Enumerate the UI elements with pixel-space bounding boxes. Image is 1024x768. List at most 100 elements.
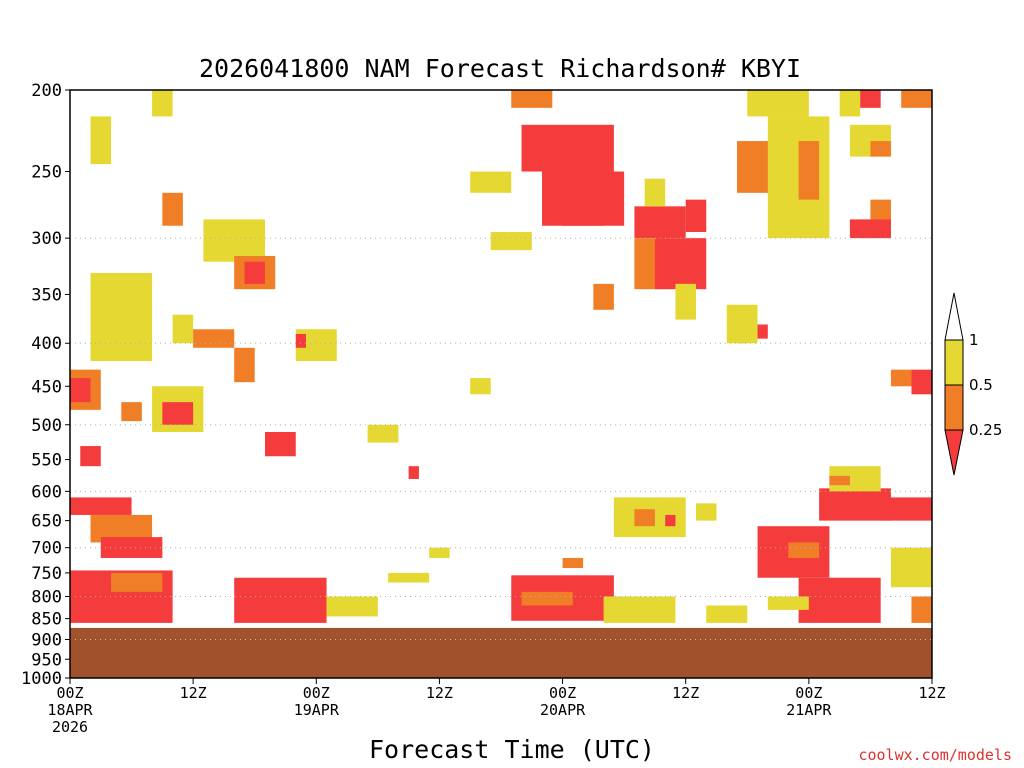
y-tick-label: 300 bbox=[31, 229, 62, 249]
ri-cell-high bbox=[90, 116, 112, 165]
y-tick-label: 550 bbox=[31, 451, 62, 471]
ri-cell-low bbox=[234, 577, 327, 623]
x-tick-label: 20APR bbox=[540, 701, 586, 719]
ri-cell-mid bbox=[829, 475, 850, 486]
ri-cell-mid bbox=[193, 329, 235, 348]
y-tick-label: 750 bbox=[31, 564, 62, 584]
ri-cell-high bbox=[675, 283, 696, 320]
x-tick-label: 00Z bbox=[56, 684, 83, 702]
ri-cell-mid bbox=[788, 542, 820, 558]
legend-swatch-low bbox=[944, 429, 964, 476]
ri-cell-mid bbox=[870, 199, 891, 226]
ri-cell-low bbox=[162, 402, 194, 425]
y-tick-label: 950 bbox=[31, 650, 62, 670]
ri-cell-low bbox=[685, 199, 707, 232]
ri-cell-mid bbox=[111, 572, 163, 592]
y-tick-label: 650 bbox=[31, 512, 62, 532]
ri-cell-high bbox=[203, 219, 265, 262]
y-tick-label: 1000 bbox=[21, 669, 62, 689]
y-tick-label: 350 bbox=[31, 285, 62, 305]
ground-layer bbox=[70, 627, 932, 678]
x-tick-label: 00Z bbox=[795, 684, 822, 702]
ri-cell-high bbox=[152, 90, 173, 117]
ri-cell-mid bbox=[162, 192, 183, 226]
x-tick-label: 00Z bbox=[549, 684, 576, 702]
y-tick-label: 900 bbox=[31, 631, 62, 651]
ri-cell-low bbox=[798, 577, 881, 623]
chart-title: 2026041800 NAM Forecast Richardson# KBYI bbox=[199, 54, 801, 83]
ri-cell-high bbox=[726, 304, 758, 344]
ri-cell-high bbox=[644, 178, 666, 207]
ri-cell-low bbox=[244, 261, 265, 284]
ri-cell-low bbox=[880, 497, 932, 521]
ri-cell-high bbox=[429, 547, 450, 558]
credit-link[interactable]: coolwx.com/models bbox=[858, 746, 1012, 764]
ri-cell-low bbox=[562, 192, 604, 226]
x-tick-label: 12Z bbox=[918, 684, 945, 702]
y-tick-label: 600 bbox=[31, 482, 62, 502]
ri-cell-low bbox=[634, 206, 686, 239]
ri-cell-mid bbox=[521, 591, 573, 606]
y-tick-label: 450 bbox=[31, 377, 62, 397]
ri-cell-high bbox=[470, 171, 512, 193]
legend-label: 0.5 bbox=[969, 376, 993, 394]
ri-cell-low bbox=[521, 124, 614, 172]
y-tick-label: 800 bbox=[31, 587, 62, 607]
ri-cell-low bbox=[70, 378, 91, 403]
legend-cap-top bbox=[944, 292, 964, 341]
ri-cell-mid bbox=[901, 90, 932, 108]
ri-cell-mid bbox=[798, 141, 820, 200]
y-tick-label: 500 bbox=[31, 416, 62, 436]
x-tick-label: 19APR bbox=[294, 701, 340, 719]
ri-cell-mid bbox=[511, 90, 553, 108]
ri-cell-high bbox=[706, 605, 748, 623]
plot-border bbox=[69, 89, 933, 679]
ground-fill bbox=[70, 627, 932, 678]
richardson-cells bbox=[70, 90, 932, 623]
y-tick-label: 250 bbox=[31, 163, 62, 183]
y-tick-label: 200 bbox=[31, 81, 62, 101]
legend-label: 0.25 bbox=[969, 421, 1002, 439]
x-tick-label: 12Z bbox=[426, 684, 453, 702]
ri-cell-high bbox=[470, 378, 491, 395]
x-axis-label: Forecast Time (UTC) bbox=[369, 735, 655, 764]
ri-cell-high bbox=[890, 547, 932, 588]
legend-label: 1 bbox=[969, 331, 979, 349]
x-tick-label: 12Z bbox=[672, 684, 699, 702]
ri-cell-low bbox=[819, 488, 891, 521]
ri-cell-mid bbox=[121, 402, 142, 422]
y-tick-label: 400 bbox=[31, 334, 62, 354]
ri-cell-low bbox=[849, 219, 891, 239]
ri-cell-high bbox=[839, 90, 861, 117]
ri-cell-high bbox=[367, 424, 399, 443]
legend-swatch-high bbox=[944, 339, 964, 386]
ri-cell-mid bbox=[234, 347, 255, 383]
x-tick-label: 00Z bbox=[303, 684, 330, 702]
ri-cell-mid bbox=[562, 557, 584, 568]
ri-cell-high bbox=[326, 596, 378, 617]
ri-cell-mid bbox=[593, 283, 614, 310]
plot-frame bbox=[69, 89, 933, 679]
ri-cell-high bbox=[747, 90, 809, 117]
x-tick-label: 21APR bbox=[786, 701, 832, 719]
ri-cell-low bbox=[295, 333, 307, 348]
ri-cell-low bbox=[911, 369, 932, 395]
ri-cell-low bbox=[654, 238, 707, 290]
ri-cell-low bbox=[80, 446, 101, 467]
ri-cell-low bbox=[408, 466, 419, 479]
ri-cell-low bbox=[100, 537, 163, 558]
ri-cell-high bbox=[172, 314, 194, 344]
y-tick-label: 700 bbox=[31, 539, 62, 559]
ri-cell-high bbox=[767, 596, 809, 610]
y-tick-label: 850 bbox=[31, 610, 62, 630]
ri-cell-mid bbox=[890, 369, 912, 387]
ri-cell-low bbox=[860, 90, 881, 108]
colorbar-legend: 1 0.5 0.25 bbox=[944, 292, 1002, 476]
ri-cell-high bbox=[90, 272, 153, 362]
ri-cell-high bbox=[695, 503, 717, 521]
ri-cell-high bbox=[603, 596, 676, 623]
ri-cell-mid bbox=[634, 509, 655, 527]
ri-cell-high bbox=[490, 231, 532, 251]
